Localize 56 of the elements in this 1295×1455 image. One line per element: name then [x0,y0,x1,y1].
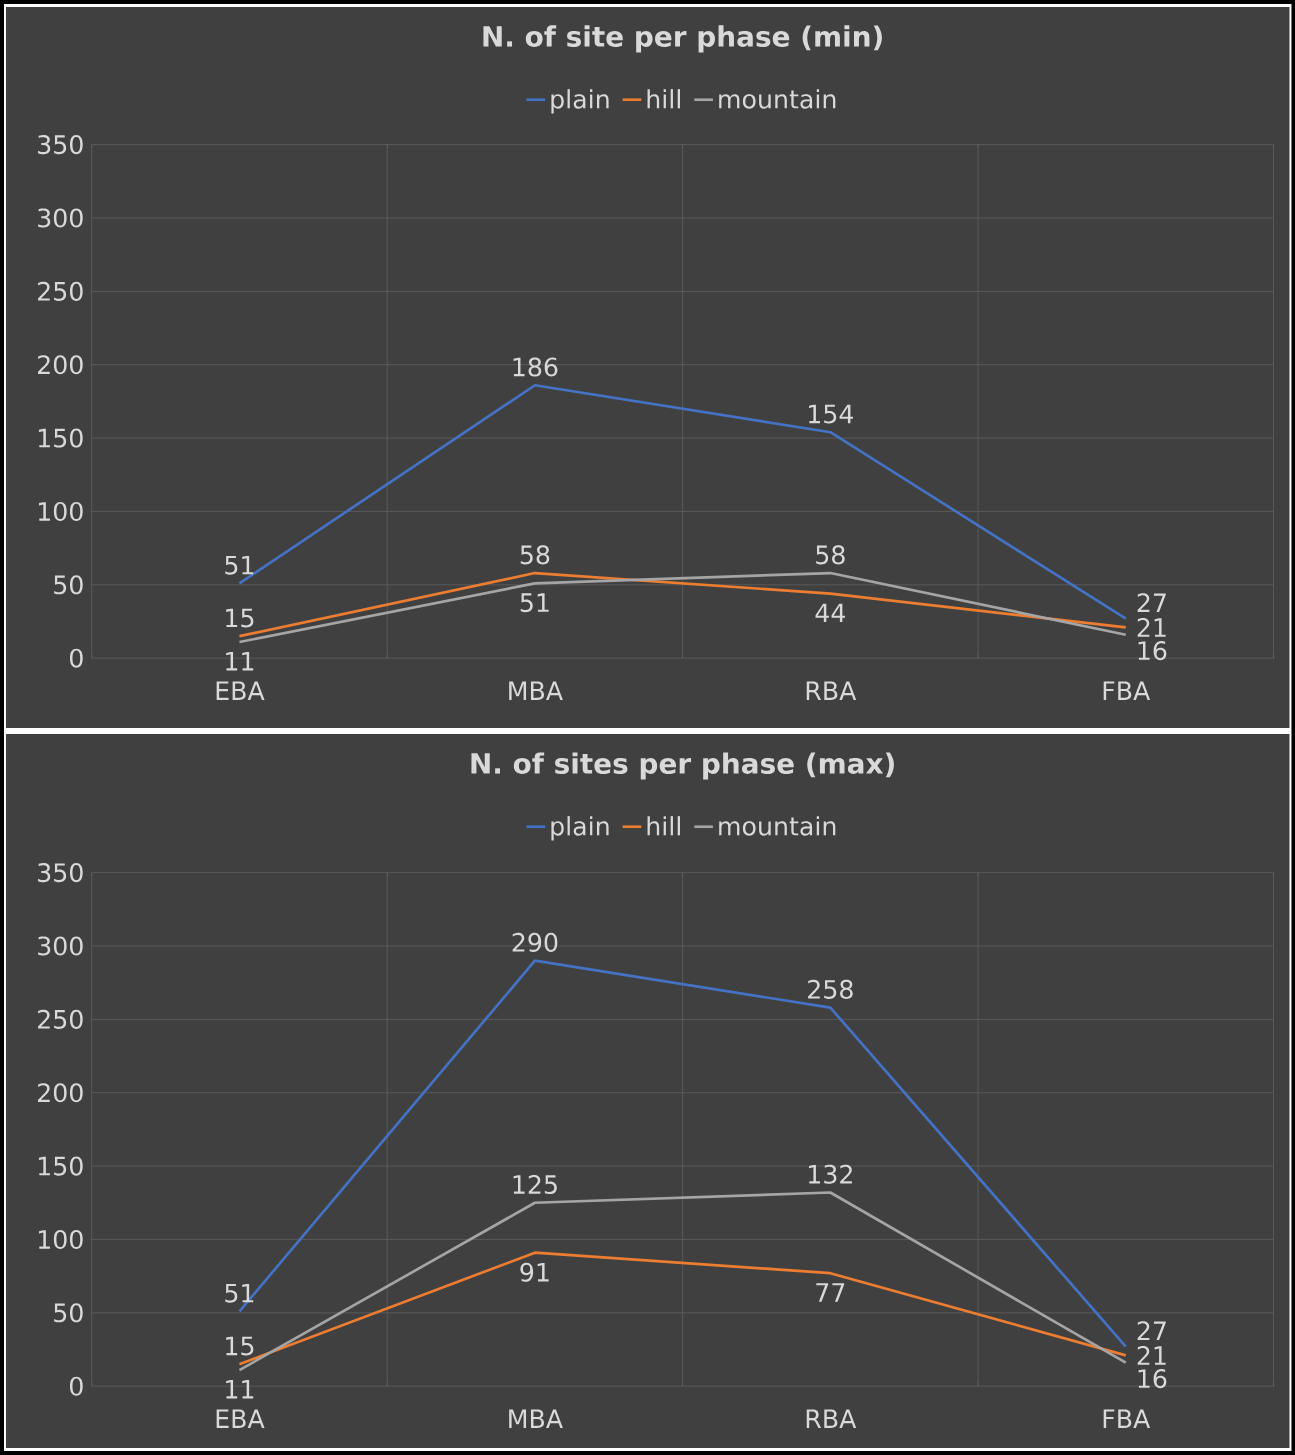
x-tick-label: MBA [508,681,563,700]
y-tick-label: 0 [69,648,83,668]
x-tick-label: RBA [806,1409,856,1428]
x-tick-label: EBA [216,1409,265,1428]
x-tick-label: FBA [1103,1409,1150,1428]
data-label: 15 [225,1336,254,1356]
y-tick-label: 300 [37,936,83,956]
y-tick-label: 350 [37,863,83,883]
data-label: 186 [513,357,558,377]
legend-label: hill [647,816,680,836]
data-label: 21 [1137,1346,1166,1365]
data-label: 27 [1137,593,1166,612]
data-label: 58 [520,545,550,565]
data-label: 51 [520,593,549,613]
legend-label: mountain [718,89,836,109]
y-tick-label: 0 [69,1376,83,1396]
data-label: 21 [1137,617,1166,637]
y-tick-label: 250 [37,281,83,301]
data-label: 77 [816,1283,845,1302]
legend-label: plain [551,89,609,114]
x-tick-label: EBA [216,681,265,700]
y-tick-label: 50 [53,575,83,595]
y-tick-label: 100 [38,501,83,521]
chart-title: N. of sites per phase (max) [471,752,894,780]
data-label: 51 [225,555,253,575]
data-label: 11 [225,652,253,671]
x-tick-label: MBA [508,1409,563,1428]
data-label: 44 [815,603,845,623]
x-tick-label: FBA [1103,681,1150,700]
data-label: 27 [1137,1321,1166,1340]
data-label: 132 [808,1164,852,1184]
legend-label: mountain [718,816,836,836]
data-label: 16 [1138,1369,1167,1389]
y-tick-label: 150 [38,1156,83,1176]
data-label: 154 [808,404,853,424]
data-label: 51 [225,1283,253,1303]
data-label: 91 [520,1262,549,1282]
x-tick-label: RBA [806,681,856,700]
legend-label: plain [551,816,609,841]
chart-title: N. of site per phase (min) [483,25,882,53]
y-tick-label: 300 [37,208,83,228]
y-tick-label: 350 [37,135,83,155]
y-tick-label: 150 [38,428,83,448]
y-tick-label: 50 [53,1303,83,1323]
data-label: 290 [512,932,558,952]
data-label: 125 [513,1174,557,1195]
data-label: 11 [225,1380,253,1399]
legend-label: hill [647,89,680,109]
data-label: 15 [225,608,254,628]
data-label: 58 [815,545,845,565]
y-tick-label: 200 [37,355,83,375]
data-label: 16 [1138,641,1167,661]
y-tick-label: 250 [37,1009,83,1029]
y-tick-label: 100 [38,1229,83,1249]
data-label: 258 [807,979,853,999]
y-tick-label: 200 [37,1083,83,1103]
